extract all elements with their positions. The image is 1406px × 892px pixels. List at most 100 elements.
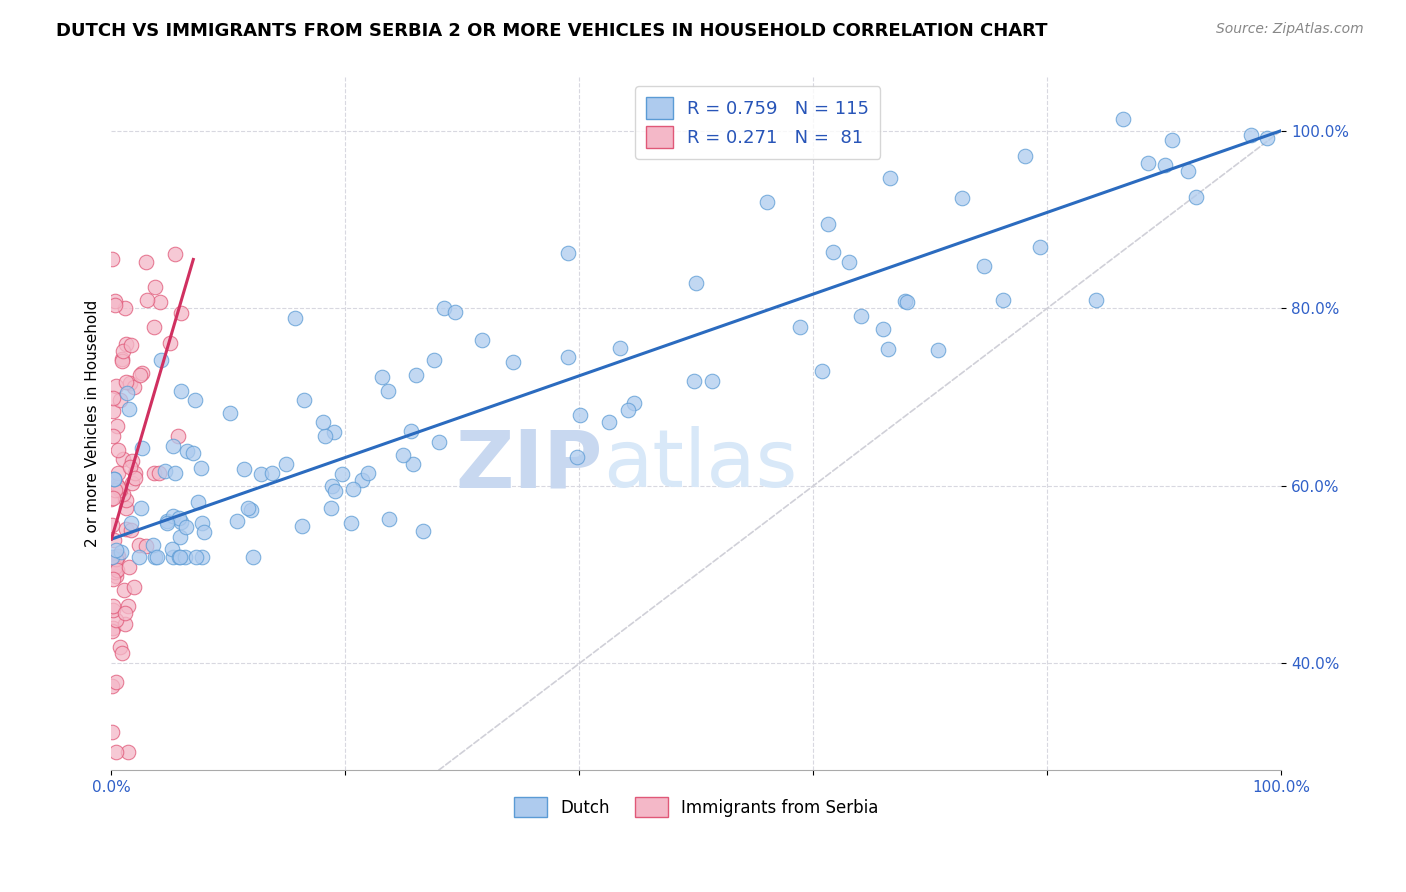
Point [236, 500, 259, 515]
Point [114, 301, 136, 316]
Point [399, 424, 422, 438]
Point [973, 260, 995, 274]
Point [120, 516, 142, 531]
Point [291, 518, 314, 533]
Point [143, 320, 166, 334]
Point [104, 483, 127, 497]
Point [952, 191, 974, 205]
Point [103, 472, 125, 486]
Point [330, 467, 353, 482]
Point [1240, 128, 1263, 142]
Point [101, 549, 124, 564]
Point [823, 244, 845, 259]
Point [683, 374, 706, 388]
Point [163, 466, 186, 480]
Point [143, 467, 166, 481]
Point [1112, 112, 1135, 127]
Point [377, 384, 399, 398]
Point [392, 448, 415, 462]
Point [103, 392, 125, 406]
Point [565, 450, 588, 464]
Point [700, 374, 723, 388]
Point [342, 483, 364, 497]
Point [122, 580, 145, 594]
Point [111, 343, 134, 358]
Point [260, 467, 283, 481]
Point [128, 368, 150, 382]
Point [187, 495, 209, 509]
Point [167, 549, 190, 564]
Point [190, 549, 212, 564]
Point [101, 679, 124, 693]
Point [162, 439, 184, 453]
Point [166, 428, 188, 442]
Point [101, 252, 124, 267]
Point [412, 524, 434, 538]
Point [101, 551, 124, 566]
Point [103, 533, 125, 548]
Point [340, 516, 363, 531]
Point [190, 516, 212, 530]
Point [105, 419, 128, 434]
Point [872, 322, 894, 336]
Point [789, 320, 811, 334]
Point [218, 406, 240, 420]
Point [1136, 156, 1159, 170]
Point [143, 549, 166, 564]
Point [104, 294, 127, 309]
Point [811, 363, 834, 377]
Point [129, 500, 152, 515]
Point [121, 454, 143, 468]
Point [623, 396, 645, 410]
Point [131, 366, 153, 380]
Point [378, 512, 401, 526]
Point [226, 514, 249, 528]
Point [111, 354, 134, 368]
Point [993, 293, 1015, 307]
Point [292, 393, 315, 408]
Y-axis label: 2 or more Vehicles in Household: 2 or more Vehicles in Household [86, 300, 100, 548]
Point [128, 549, 150, 564]
Point [115, 501, 138, 516]
Point [108, 640, 131, 655]
Point [103, 404, 125, 418]
Point [115, 493, 138, 508]
Point [117, 559, 139, 574]
Point [101, 603, 124, 617]
Point [156, 514, 179, 528]
Point [557, 245, 579, 260]
Point [120, 376, 142, 390]
Legend: Dutch, Immigrants from Serbia: Dutch, Immigrants from Serbia [508, 790, 886, 824]
Point [103, 472, 125, 486]
Point [107, 563, 129, 577]
Point [118, 459, 141, 474]
Point [169, 530, 191, 544]
Point [100, 624, 122, 638]
Point [105, 552, 128, 566]
Point [148, 466, 170, 480]
Point [927, 343, 949, 357]
Point [117, 401, 139, 416]
Point [105, 674, 128, 689]
Point [357, 466, 380, 480]
Point [131, 441, 153, 455]
Point [156, 516, 179, 530]
Point [143, 280, 166, 294]
Point [108, 483, 131, 497]
Point [149, 295, 172, 310]
Point [153, 464, 176, 478]
Point [117, 745, 139, 759]
Point [167, 511, 190, 525]
Point [879, 170, 901, 185]
Point [616, 403, 638, 417]
Point [444, 305, 467, 319]
Point [242, 549, 264, 564]
Point [104, 745, 127, 759]
Point [877, 342, 900, 356]
Point [176, 520, 198, 534]
Point [110, 545, 132, 559]
Point [104, 569, 127, 583]
Point [160, 542, 183, 557]
Point [135, 539, 157, 553]
Point [1177, 164, 1199, 178]
